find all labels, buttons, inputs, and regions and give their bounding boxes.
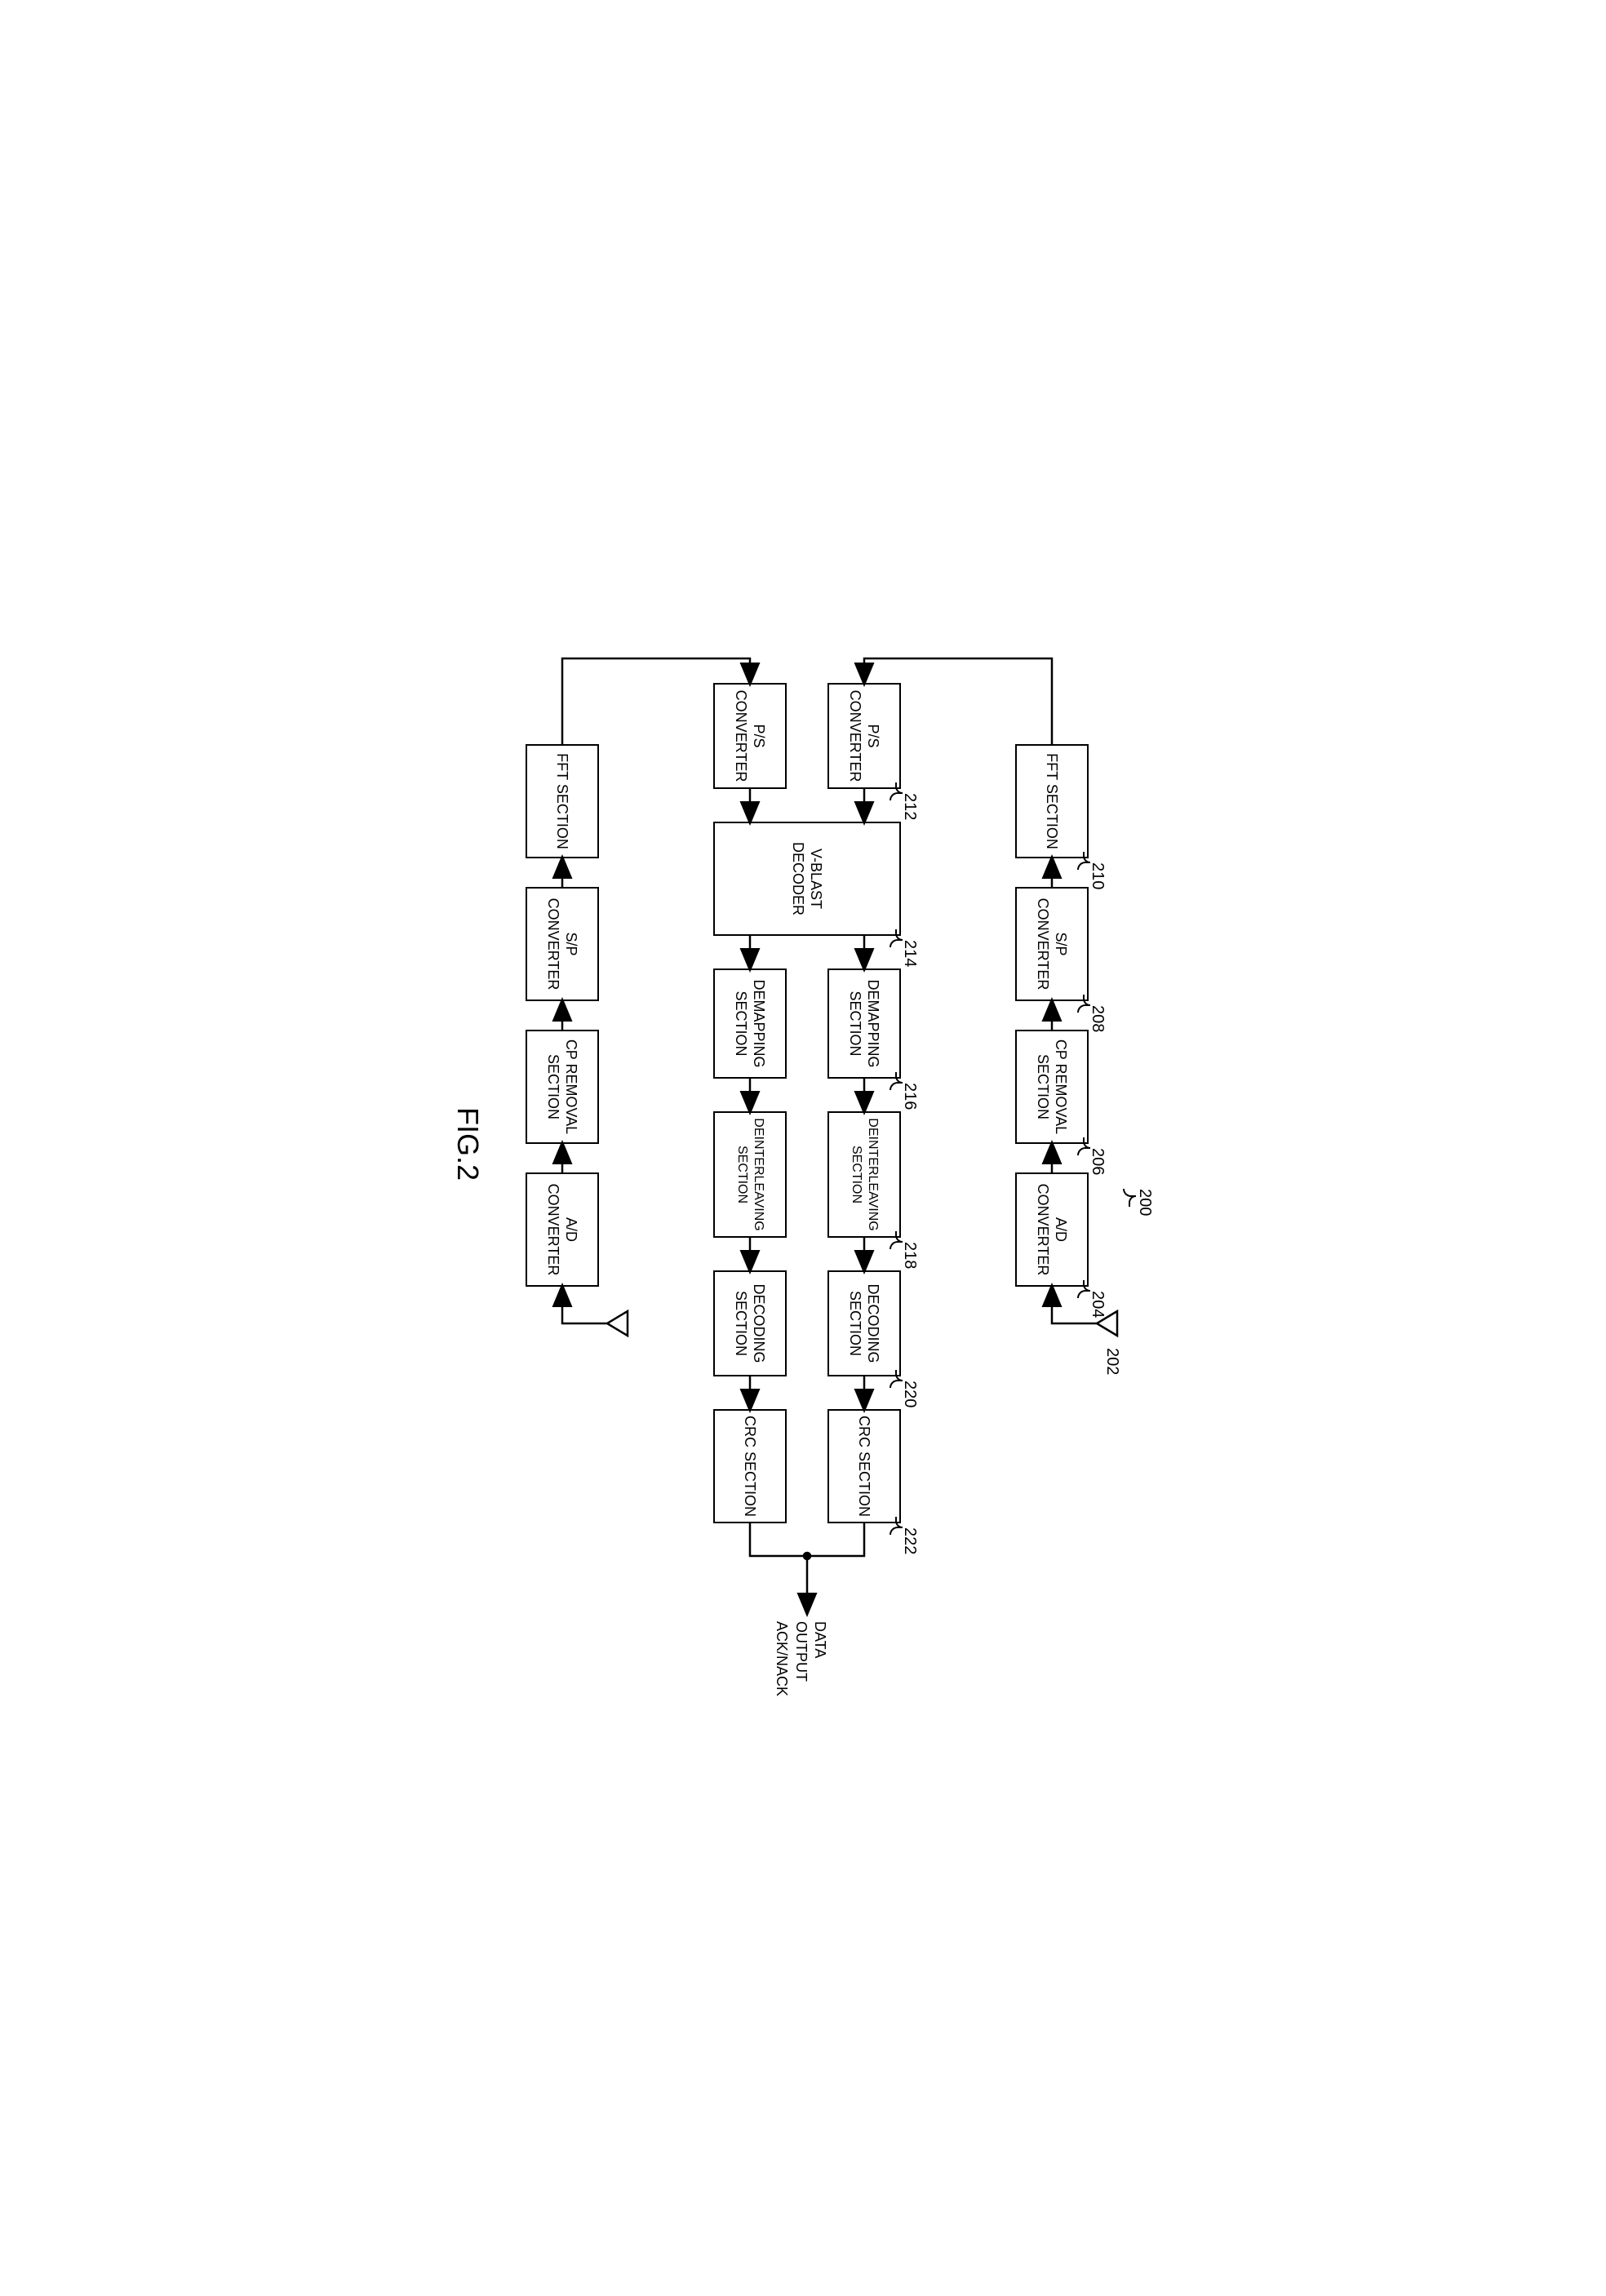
block-fft-top: FFT SECTION bbox=[1015, 744, 1089, 858]
block-decode-mid2: DECODING SECTION bbox=[713, 1270, 787, 1376]
lead-cp bbox=[1077, 1137, 1090, 1155]
label-decode-mid1: DECODING SECTION bbox=[846, 1275, 883, 1372]
label-deint-mid1: DEINTERLEAVING SECTION bbox=[848, 1116, 881, 1233]
label-fft-bot: FFT SECTION bbox=[553, 753, 572, 849]
ref-decode: 220 bbox=[900, 1381, 919, 1407]
lead-ad bbox=[1077, 1280, 1090, 1298]
block-ad-bot: A/D CONVERTER bbox=[526, 1172, 599, 1287]
label-cp-top: CP REMOVAL SECTION bbox=[1034, 1035, 1071, 1139]
ref-ps: 212 bbox=[900, 793, 919, 820]
block-deint-mid2: DEINTERLEAVING SECTION bbox=[713, 1111, 787, 1238]
lead-crc bbox=[890, 1517, 903, 1535]
ref-deint: 218 bbox=[900, 1242, 919, 1269]
lead-sp bbox=[1077, 995, 1090, 1013]
label-demap-mid1: DEMAPPING SECTION bbox=[846, 973, 883, 1074]
figure-label: FIG.2 bbox=[450, 1107, 485, 1181]
label-ad-top: A/D CONVERTER bbox=[1034, 1177, 1071, 1282]
label-vblast: V-BLAST DECODER bbox=[789, 827, 826, 931]
lead-deint bbox=[890, 1231, 903, 1249]
lead-vblast bbox=[890, 929, 903, 947]
block-ps-mid2: P/S CONVERTER bbox=[713, 683, 787, 789]
antenna-bottom bbox=[599, 1307, 632, 1340]
label-fft-top: FFT SECTION bbox=[1043, 753, 1062, 849]
block-ad-top: A/D CONVERTER bbox=[1015, 1172, 1089, 1287]
ref-sp: 208 bbox=[1088, 1005, 1107, 1032]
block-cp-bot: CP REMOVAL SECTION bbox=[526, 1030, 599, 1144]
block-decode-mid1: DECODING SECTION bbox=[827, 1270, 901, 1376]
label-ps-mid2: P/S CONVERTER bbox=[732, 688, 769, 784]
label-sp-bot: S/P CONVERTER bbox=[544, 892, 581, 996]
block-demap-mid2: DEMAPPING SECTION bbox=[713, 968, 787, 1079]
ref-antenna: 202 bbox=[1102, 1348, 1121, 1375]
output-line1: DATA OUTPUT bbox=[791, 1621, 829, 1719]
label-decode-mid2: DECODING SECTION bbox=[732, 1275, 769, 1372]
label-crc-mid2: CRC SECTION bbox=[741, 1416, 760, 1517]
lead-ps bbox=[890, 782, 903, 800]
block-fft-bot: FFT SECTION bbox=[526, 744, 599, 858]
lead-decode bbox=[890, 1370, 903, 1388]
block-sp-top: S/P CONVERTER bbox=[1015, 887, 1089, 1001]
ref-demap: 216 bbox=[900, 1083, 919, 1110]
block-cp-top: CP REMOVAL SECTION bbox=[1015, 1030, 1089, 1144]
lead-demap bbox=[890, 1072, 903, 1090]
ref-ad: 204 bbox=[1088, 1291, 1107, 1318]
ref-crc: 222 bbox=[900, 1527, 919, 1554]
block-sp-bot: S/P CONVERTER bbox=[526, 887, 599, 1001]
ref-vblast: 214 bbox=[900, 940, 919, 967]
block-crc-mid1: CRC SECTION bbox=[827, 1409, 901, 1523]
ref-fft: 210 bbox=[1088, 862, 1107, 889]
lead-system bbox=[1123, 1189, 1136, 1207]
label-deint-mid2: DEINTERLEAVING SECTION bbox=[734, 1116, 766, 1233]
block-deint-mid1: DEINTERLEAVING SECTION bbox=[827, 1111, 901, 1238]
block-demap-mid1: DEMAPPING SECTION bbox=[827, 968, 901, 1079]
label-crc-mid1: CRC SECTION bbox=[855, 1416, 874, 1517]
label-demap-mid2: DEMAPPING SECTION bbox=[732, 973, 769, 1074]
ref-system: 200 bbox=[1135, 1189, 1154, 1216]
block-vblast: V-BLAST DECODER bbox=[713, 822, 901, 936]
ref-cp: 206 bbox=[1088, 1148, 1107, 1175]
output-line2: ACK/NACK bbox=[772, 1621, 791, 1719]
block-ps-mid1: P/S CONVERTER bbox=[827, 683, 901, 789]
diagram-canvas: 200 202 A/D CONVERTER 204 CP REMOVAL SEC… bbox=[436, 577, 1170, 1719]
label-cp-bot: CP REMOVAL SECTION bbox=[544, 1035, 581, 1139]
label-ps-mid1: P/S CONVERTER bbox=[846, 688, 883, 784]
label-sp-top: S/P CONVERTER bbox=[1034, 892, 1071, 996]
block-crc-mid2: CRC SECTION bbox=[713, 1409, 787, 1523]
label-ad-bot: A/D CONVERTER bbox=[544, 1177, 581, 1282]
lead-fft bbox=[1077, 852, 1090, 870]
output-label: DATA OUTPUT ACK/NACK bbox=[772, 1621, 829, 1719]
